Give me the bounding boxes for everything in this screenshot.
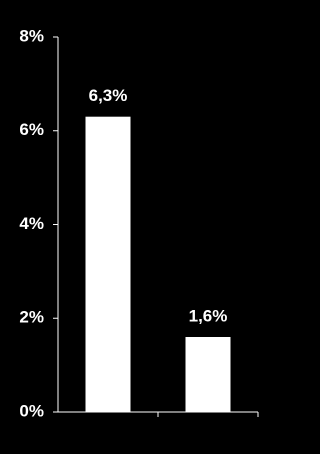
y-tick-label: 6% [19,120,44,139]
value-label: 6,3% [89,86,128,105]
y-tick-label: 8% [19,26,44,45]
y-tick-label: 4% [19,214,44,233]
y-tick-label: 0% [19,401,44,420]
value-label: 1,6% [189,306,228,325]
bar [185,337,231,412]
bar [85,116,131,412]
y-tick-label: 2% [19,308,44,327]
chart: 0% 2% 4% 6% 8% 6,3% 1,6% [19,26,259,421]
